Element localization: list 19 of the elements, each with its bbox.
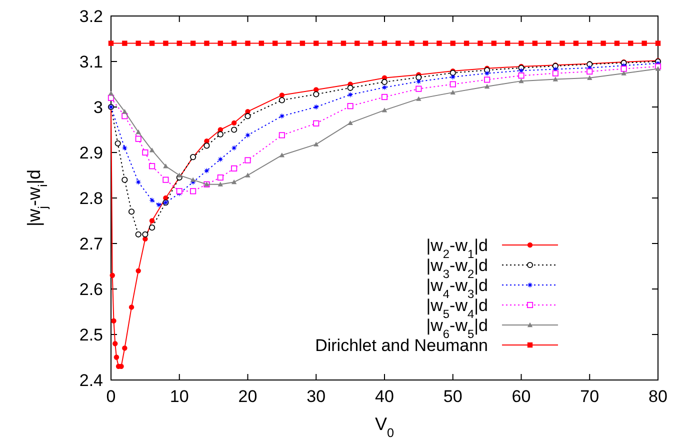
x-tick-label: 10 <box>170 387 189 406</box>
y-tick-label: 3.2 <box>79 7 103 26</box>
y-tick-label: 2.4 <box>79 371 103 390</box>
x-tick-label: 80 <box>648 387 668 406</box>
y-tick-label: 3.1 <box>79 52 103 72</box>
y-tick-label: 2.5 <box>79 326 103 344</box>
y-tick-label: 2.6 <box>79 280 103 299</box>
x-tick-label: 20 <box>238 387 258 406</box>
x-tick-label: 40 <box>375 387 394 406</box>
x-tick-label: 30 <box>306 387 326 406</box>
x-tick-label: 0 <box>106 387 116 406</box>
x-tick-label: 70 <box>580 387 600 406</box>
y-tick-label: 2.8 <box>79 189 103 208</box>
y-tick-label: 3 <box>94 98 103 117</box>
x-axis-title: V$_{0}$ <box>374 414 394 440</box>
x-tick-label: 60 <box>512 387 531 406</box>
x-tick-label: 50 <box>443 387 462 406</box>
y-tick-label: 2.7 <box>79 234 103 254</box>
y-tick-label: 2.9 <box>79 144 103 162</box>
